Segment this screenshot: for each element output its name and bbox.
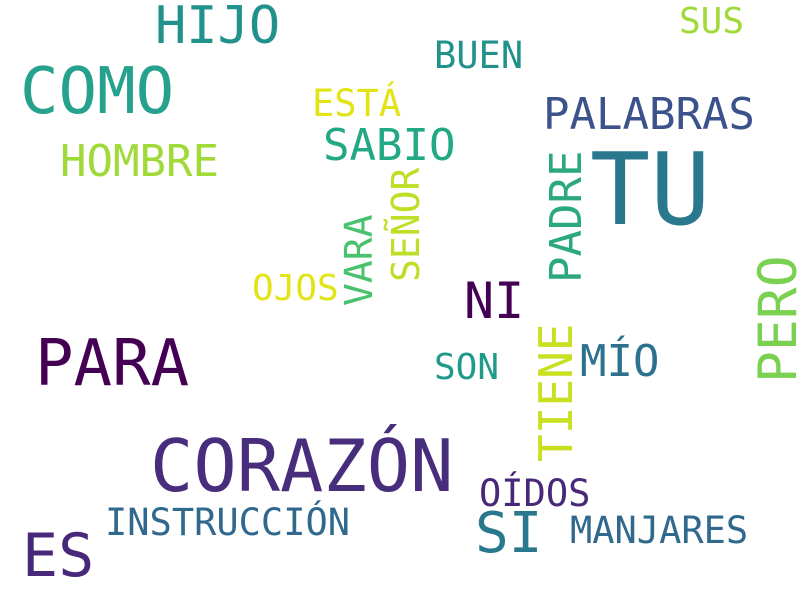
word-corazon: CORAZÓN bbox=[150, 424, 454, 508]
word-ojos: OJOS bbox=[252, 268, 339, 309]
word-son: SON bbox=[434, 347, 500, 388]
word-esta: ESTÁ bbox=[312, 82, 402, 125]
word-instruccion: INSTRUCCIÓN bbox=[105, 501, 351, 544]
word-sus: SUS bbox=[679, 1, 745, 42]
word-ni: NI bbox=[464, 272, 525, 330]
word-palabras: PALABRAS bbox=[543, 89, 755, 140]
word-es: ES bbox=[22, 521, 95, 591]
word-vara: VARA bbox=[337, 214, 381, 306]
word-manjares: MANJARES bbox=[570, 509, 749, 552]
word-sabio: SABIO bbox=[323, 120, 456, 171]
word-pero: PERO bbox=[748, 255, 800, 383]
word-tiene: TIENE bbox=[529, 323, 583, 462]
word-buen: BUEN bbox=[434, 34, 524, 77]
word-tu: TU bbox=[590, 131, 711, 248]
word-como: COMO bbox=[20, 55, 175, 129]
word-si: SI bbox=[475, 501, 543, 566]
word-hijo: HIJO bbox=[155, 0, 281, 56]
word-padre: PADRE bbox=[541, 150, 592, 283]
word-oidos: OÍDOS bbox=[479, 472, 591, 515]
word-mio: MÍO bbox=[580, 336, 660, 387]
word-senor: SEÑOR bbox=[384, 167, 428, 282]
word-para: PARA bbox=[35, 327, 190, 401]
word-hombre: HOMBRE bbox=[60, 136, 219, 187]
